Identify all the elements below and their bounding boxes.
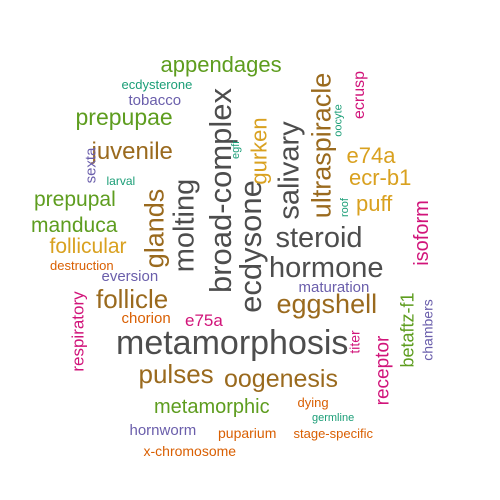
word-metamorphosis: metamorphosis [116, 324, 349, 362]
word-titer: titer [346, 330, 363, 354]
word-prepupal: prepupal [34, 187, 116, 211]
word-salivary: salivary [273, 120, 306, 220]
word-ecrusp: ecrusp [351, 70, 369, 120]
word-maturation: maturation [298, 278, 370, 296]
word-larval: larval [106, 174, 136, 188]
word-broad-complex: broad-complex [202, 87, 238, 293]
word-pulses: pulses [138, 359, 214, 389]
word-follicle: follicle [96, 284, 169, 314]
word-manduca: manduca [31, 213, 118, 237]
word-x-chromosome: x-chromosome [143, 443, 237, 459]
word-chorion: chorion [121, 309, 171, 327]
word-sexta: sexta [82, 147, 100, 183]
word-destruction: destruction [50, 257, 114, 273]
word-appendages: appendages [160, 52, 282, 77]
word-juvenile: juvenile [91, 138, 173, 165]
word-eversion: eversion [101, 267, 159, 285]
word-isoform: isoform [410, 200, 433, 266]
word-prepupae: prepupae [75, 103, 173, 130]
word-hormone: hormone [269, 251, 384, 284]
word-ecr-b1: ecr-b1 [349, 165, 412, 190]
word-egfr: egfr [229, 139, 242, 159]
word-oogenesis: oogenesis [224, 364, 338, 393]
word-metamorphic: metamorphic [154, 396, 270, 418]
word-eggshell: eggshell [276, 288, 378, 319]
word-glands: glands [139, 188, 170, 268]
word-germline: germline [312, 411, 355, 424]
word-puparium: puparium [218, 425, 277, 441]
word-chambers: chambers [419, 299, 436, 361]
word-molting: molting [168, 178, 201, 272]
word-oocyte: oocyte [332, 103, 345, 137]
word-receptor: receptor [372, 335, 394, 405]
word-respiratory: respiratory [68, 290, 88, 372]
word-puff: puff [356, 191, 393, 216]
word-hornworm: hornworm [129, 421, 197, 439]
word-ultraspiracle: ultraspiracle [306, 72, 337, 218]
word-stage-specific: stage-specific [293, 425, 373, 441]
word-roof: roof [338, 197, 351, 217]
word-e75a: e75a [185, 310, 223, 330]
word-e74a: e74a [346, 143, 396, 168]
word-follicular: follicular [49, 234, 127, 258]
word-betaftz-f1: betaftz-f1 [397, 292, 418, 368]
word-ecdysterone: ecdysterone [121, 76, 193, 92]
word-dying: dying [297, 394, 329, 410]
word-gurken: gurken [246, 117, 272, 185]
word-tobacco: tobacco [128, 91, 182, 109]
word-ecdysone: ecdysone [232, 179, 268, 313]
word-steroid: steroid [275, 221, 363, 254]
